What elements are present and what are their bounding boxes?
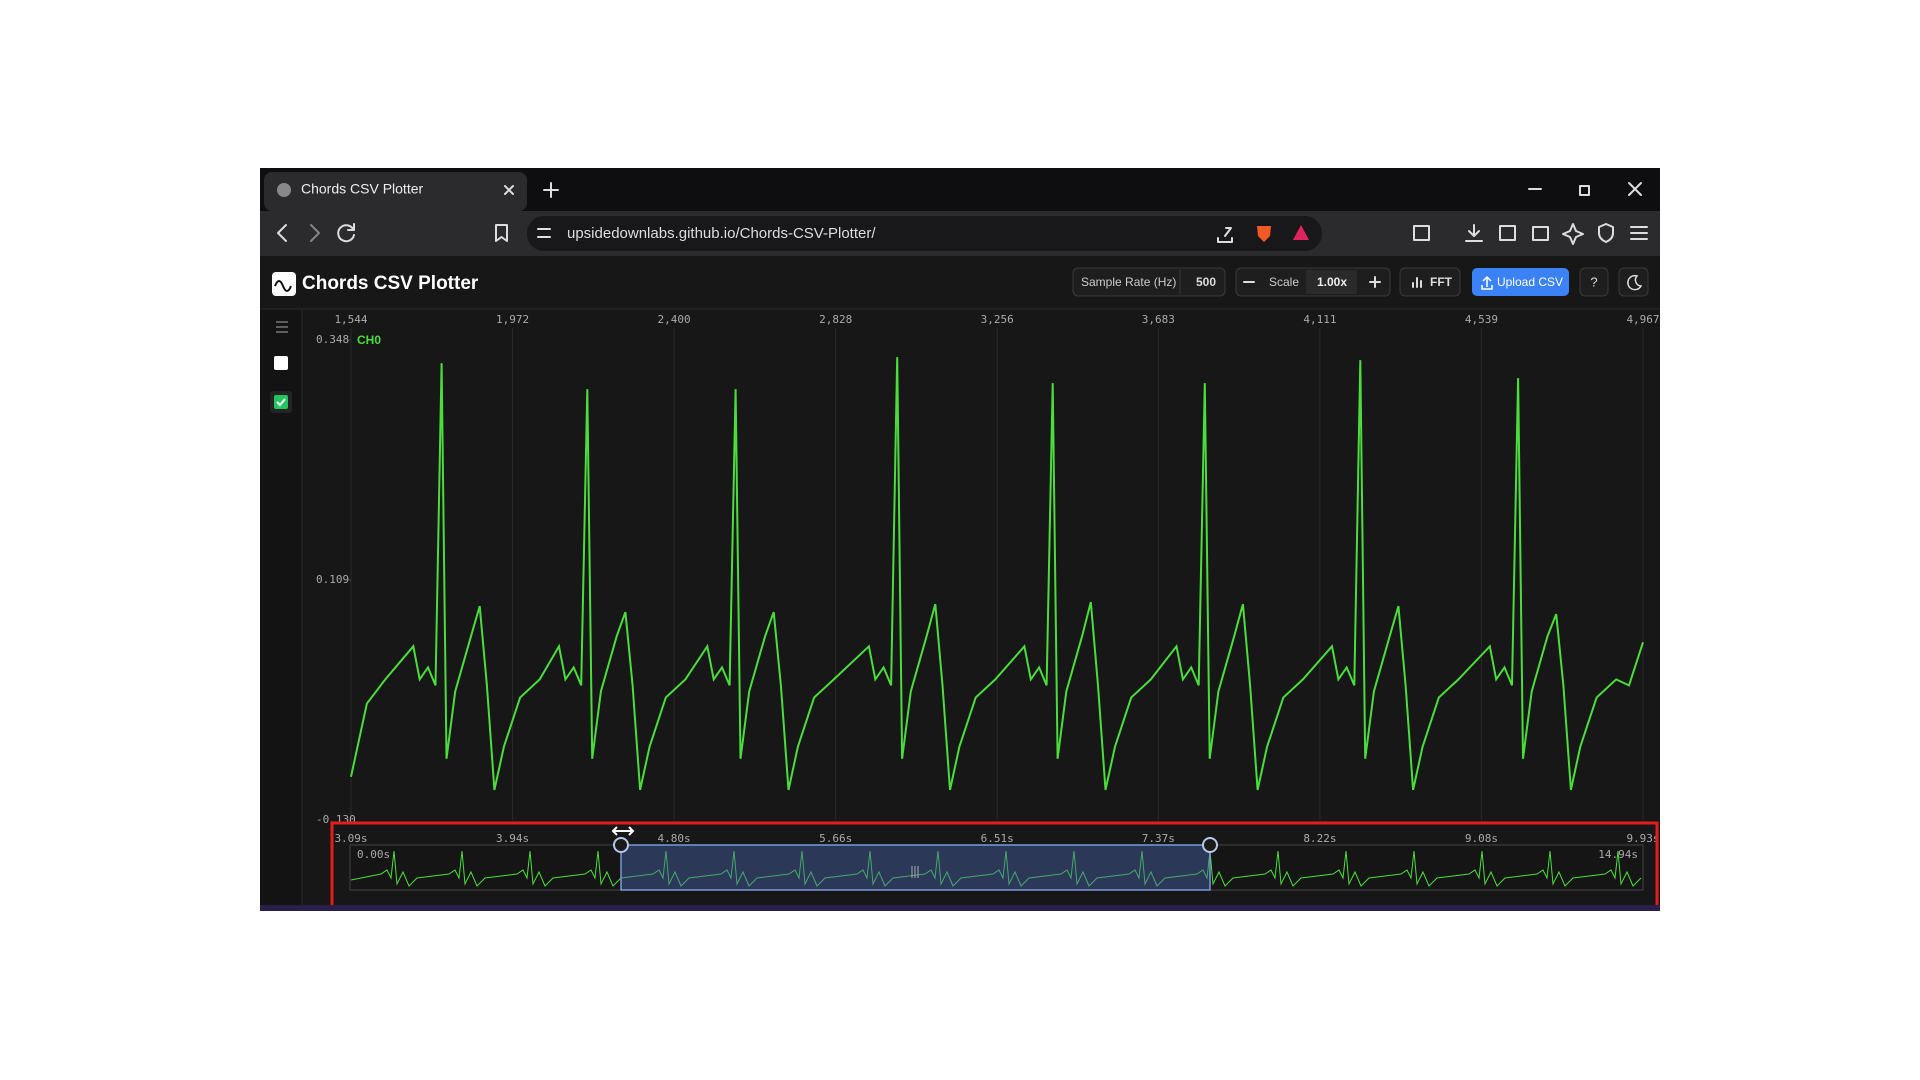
navigator-tick-label: 5.66s bbox=[819, 832, 852, 845]
logo-wave bbox=[274, 280, 292, 292]
brave-shields[interactable] bbox=[1257, 226, 1271, 242]
upload-button[interactable] bbox=[1472, 268, 1569, 296]
tab-title: Chords CSV Plotter bbox=[301, 181, 423, 197]
navigator-selection[interactable] bbox=[620, 844, 1211, 891]
x-tick-label: 2,400 bbox=[658, 313, 691, 326]
scale-value: 1.00x bbox=[1317, 275, 1347, 289]
selection-grip bbox=[911, 866, 919, 878]
bookmark[interactable] bbox=[495, 224, 508, 242]
x-tick-label: 3,256 bbox=[981, 313, 1014, 326]
series-label: CH0 bbox=[357, 333, 381, 347]
resize-cursor bbox=[611, 826, 635, 836]
sample-rate-box bbox=[1072, 267, 1226, 297]
help-label: ? bbox=[1590, 274, 1597, 289]
screenshot[interactable] bbox=[1413, 225, 1430, 241]
select-all-checkbox[interactable] bbox=[274, 356, 288, 370]
back[interactable] bbox=[277, 224, 287, 242]
navigator-tick-label: 6.51s bbox=[981, 832, 1014, 845]
scale-value-box bbox=[1306, 270, 1357, 294]
selection-handle-end[interactable] bbox=[1202, 837, 1218, 853]
scale-label: Scale bbox=[1269, 275, 1299, 289]
navigator-tick-label: 3.94s bbox=[496, 832, 529, 845]
downloads[interactable] bbox=[1465, 224, 1483, 242]
navigator-tick-label: 9.93s bbox=[1626, 832, 1659, 845]
menu[interactable] bbox=[1630, 226, 1648, 240]
navigator-waveform bbox=[350, 850, 1642, 887]
url[interactable]: upsidedownlabs.github.io/Chords-CSV-Plot… bbox=[567, 225, 876, 242]
selection-handle-start[interactable] bbox=[613, 837, 629, 853]
navigator-tick-label: 9.08s bbox=[1465, 832, 1498, 845]
navigator-tick-label: 8.22s bbox=[1303, 832, 1336, 845]
close-window[interactable] bbox=[1628, 182, 1642, 196]
wallet[interactable] bbox=[1532, 226, 1549, 241]
theme-button[interactable] bbox=[1618, 267, 1649, 297]
navigator-tick-label: 4.80s bbox=[658, 832, 691, 845]
sample-rate-label: Sample Rate (Hz) bbox=[1081, 275, 1176, 289]
moon-icon bbox=[1627, 274, 1643, 291]
y-tick-label: 0.109 bbox=[316, 573, 349, 586]
channel-list-icon[interactable] bbox=[276, 321, 288, 333]
site-settings[interactable] bbox=[537, 228, 551, 238]
vpn[interactable] bbox=[1598, 223, 1614, 243]
sample-rate-input[interactable]: 500 bbox=[1196, 275, 1216, 289]
x-tick-label: 2,828 bbox=[819, 313, 852, 326]
leo[interactable] bbox=[1562, 223, 1584, 245]
rewards[interactable] bbox=[1293, 225, 1309, 240]
tab-close[interactable] bbox=[504, 185, 514, 195]
navigator-tick-label: 7.37s bbox=[1142, 832, 1175, 845]
tab[interactable] bbox=[264, 172, 527, 211]
x-tick-label: 1,972 bbox=[496, 313, 529, 326]
upload-label: Upload CSV bbox=[1497, 275, 1563, 289]
plot-area: 1,544 3.09s 1,972 3.94s 2,400 4.80s 2,828 5.66s… bbox=[316, 313, 1660, 845]
x-tick-label: 4,967 bbox=[1626, 313, 1659, 326]
restore[interactable] bbox=[1579, 185, 1590, 196]
channel-checkbox[interactable] bbox=[274, 395, 288, 409]
app-title: Chords CSV Plotter bbox=[302, 273, 479, 294]
share[interactable] bbox=[1217, 227, 1233, 243]
x-tick-label: 1,544 bbox=[334, 313, 367, 326]
sidebar[interactable] bbox=[1499, 225, 1516, 241]
x-tick-label: 3,683 bbox=[1142, 313, 1175, 326]
fft-button[interactable] bbox=[1399, 267, 1461, 297]
y-tick-label: 0.348 bbox=[316, 333, 349, 346]
navigator-end: 14.94s bbox=[1598, 848, 1638, 861]
help-button[interactable] bbox=[1579, 267, 1609, 297]
check-mark bbox=[276, 398, 286, 407]
signal-line bbox=[350, 357, 1644, 791]
navigator-start: 0.00s bbox=[357, 848, 390, 861]
upload-icon bbox=[1481, 275, 1493, 290]
scale-increase[interactable] bbox=[1369, 276, 1381, 288]
fft-icon bbox=[1412, 277, 1422, 288]
x-tick-label: 4,539 bbox=[1465, 313, 1498, 326]
new-tab[interactable] bbox=[543, 182, 559, 198]
taskbar-edge bbox=[260, 905, 1660, 911]
address-bar[interactable] bbox=[527, 216, 1322, 251]
navigator-tick-label: 3.09s bbox=[334, 832, 367, 845]
reload[interactable] bbox=[337, 223, 355, 243]
x-tick-label: 4,111 bbox=[1303, 313, 1336, 326]
fft-label: FFT bbox=[1430, 275, 1453, 289]
tab-icon bbox=[277, 183, 291, 197]
forward[interactable] bbox=[310, 224, 320, 242]
